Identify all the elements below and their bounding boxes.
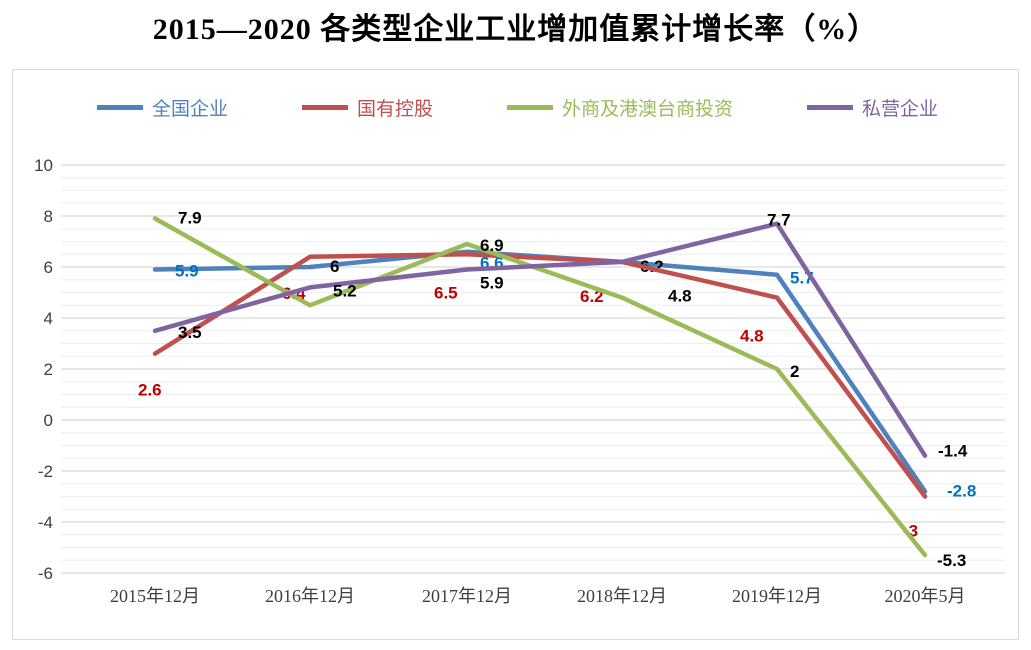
y-axis-tick-label: 6 (44, 258, 53, 277)
data-label: 7.9 (178, 209, 202, 228)
legend-line-swatch (807, 104, 854, 110)
y-axis-tick-label: 2 (44, 360, 53, 379)
legend-series-name: 外商及港澳台商投资 (562, 98, 734, 120)
y-axis-tick-label: 4 (44, 309, 53, 328)
data-label: 7.7 (767, 211, 791, 230)
legend-series-name: 私营企业 (862, 98, 939, 120)
y-axis-tick-label: -4 (38, 513, 53, 532)
legend-line-swatch (507, 104, 554, 110)
legend-item-1: 国有控股 (302, 94, 433, 121)
data-label: 2 (790, 362, 799, 381)
y-axis-tick-label: -6 (38, 564, 53, 583)
data-label: 3.5 (178, 323, 202, 342)
legend-line-swatch (97, 104, 143, 110)
y-axis-tick-label: 10 (34, 156, 53, 175)
chart-title: 2015—2020 各类型企业工业增加值累计增长率（%） (152, 13, 879, 46)
y-axis-tick-label: -2 (38, 462, 53, 481)
data-label: 6.9 (480, 236, 504, 255)
series-line-1 (152, 252, 928, 499)
line-chart-plot: 10 8 6 4 2 0 -2 -4 -6 2015年12月 2016年12月 2017年12月 201… (34, 156, 1005, 606)
legend-item-3: 私营企业 (807, 94, 938, 121)
data-label: 4.8 (668, 287, 692, 306)
data-label: 6.2 (580, 287, 604, 306)
chart-legend: 全国企业 国有控股 外商及港澳台商投资 私营企业 (97, 92, 1018, 122)
data-label: -2.8 (947, 481, 976, 500)
data-label: 5.2 (333, 281, 357, 300)
data-label: 5.9 (480, 274, 504, 293)
x-axis-category-label: 2018年12月 (577, 586, 667, 606)
data-label: -1.4 (938, 442, 968, 461)
data-label: 6 (330, 257, 339, 276)
series-line-3 (152, 221, 928, 458)
data-label: 5.9 (175, 262, 199, 281)
legend-series-name: 全国企业 (152, 98, 229, 120)
x-axis-category-label: 2016年12月 (265, 586, 355, 606)
x-axis-category-label: 2015年12月 (110, 586, 200, 606)
legend-item-0: 全国企业 (97, 94, 228, 121)
series-line-2 (152, 216, 928, 558)
legend-series-name: 国有控股 (357, 98, 434, 120)
data-label: -5.3 (937, 551, 966, 570)
chart-panel: 全国企业 国有控股 外商及港澳台商投资 私营企业 10 8 6 4 2 0 -2 -4 -6 2015年… (12, 69, 1019, 640)
y-axis-tick-label: 8 (44, 207, 53, 226)
legend-item-2: 外商及港澳台商投资 (507, 94, 733, 121)
y-axis-tick-label: 0 (44, 411, 53, 430)
data-label: 4.8 (740, 327, 764, 346)
data-label: 6.5 (434, 283, 458, 302)
data-label: 2.6 (138, 381, 162, 400)
x-axis-category-label: 2020年5月 (885, 586, 966, 606)
legend-line-swatch (302, 104, 349, 110)
x-axis-category-label: 2017年12月 (422, 586, 512, 606)
x-axis-category-label: 2019年12月 (732, 586, 822, 606)
